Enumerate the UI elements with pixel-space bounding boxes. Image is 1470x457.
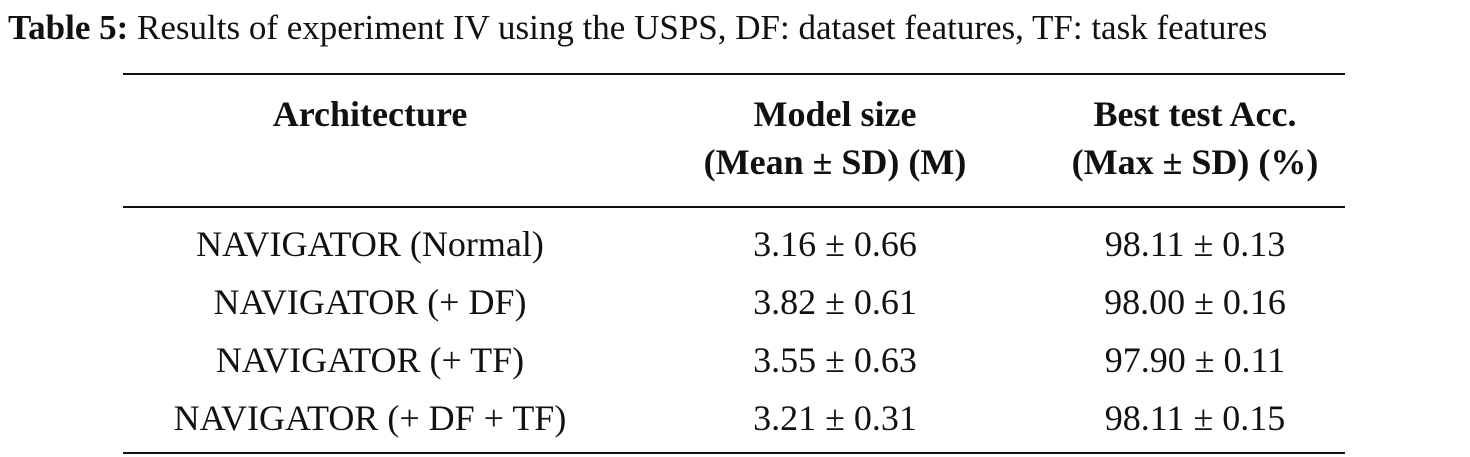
cell-best-acc: 98.11 ± 0.15	[1104, 398, 1286, 438]
cell-model-size: 3.21 ± 0.31	[753, 398, 917, 438]
cell-model-size: 3.55 ± 0.63	[753, 340, 917, 380]
cell-model-size: 3.16 ± 0.66	[753, 224, 917, 264]
header-model-size-line1: Model size	[753, 94, 917, 134]
header-best-acc-line1: Best test Acc.	[1093, 94, 1297, 134]
table-caption: Table 5: Results of experiment IV using …	[8, 8, 1468, 48]
header-architecture: Architecture	[123, 90, 617, 138]
caption-label: Table 5:	[8, 8, 129, 47]
header-rule	[123, 206, 1345, 208]
cell-best-acc: 98.11 ± 0.13	[1104, 224, 1286, 264]
bottom-rule	[123, 452, 1345, 454]
cell-best-acc: 98.00 ± 0.16	[1104, 282, 1286, 322]
header-architecture-line1: Architecture	[272, 94, 468, 134]
cell-model-size: 3.82 ± 0.61	[753, 282, 917, 322]
header-model-size-line2: (Mean ± SD) (M)	[703, 142, 967, 182]
header-model-size: Model size (Mean ± SD) (M)	[640, 90, 1030, 186]
header-best-acc-line2: (Max ± SD) (%)	[1071, 142, 1319, 182]
top-rule	[123, 73, 1345, 75]
table-row: NAVIGATOR (Normal) 3.16 ± 0.66 98.11 ± 0…	[0, 220, 1470, 268]
cell-architecture: NAVIGATOR (+ TF)	[215, 340, 525, 380]
cell-architecture: NAVIGATOR (+ DF)	[213, 282, 527, 322]
table-row: NAVIGATOR (+ TF) 3.55 ± 0.63 97.90 ± 0.1…	[0, 336, 1470, 384]
table-row: NAVIGATOR (+ DF) 3.82 ± 0.61 98.00 ± 0.1…	[0, 278, 1470, 326]
cell-architecture: NAVIGATOR (Normal)	[196, 224, 544, 264]
cell-best-acc: 97.90 ± 0.11	[1104, 340, 1286, 380]
caption-text: Results of experiment IV using the USPS,…	[137, 8, 1268, 47]
table-row: NAVIGATOR (+ DF + TF) 3.21 ± 0.31 98.11 …	[0, 394, 1470, 442]
header-best-acc: Best test Acc. (Max ± SD) (%)	[1030, 90, 1360, 186]
cell-architecture: NAVIGATOR (+ DF + TF)	[173, 398, 567, 438]
